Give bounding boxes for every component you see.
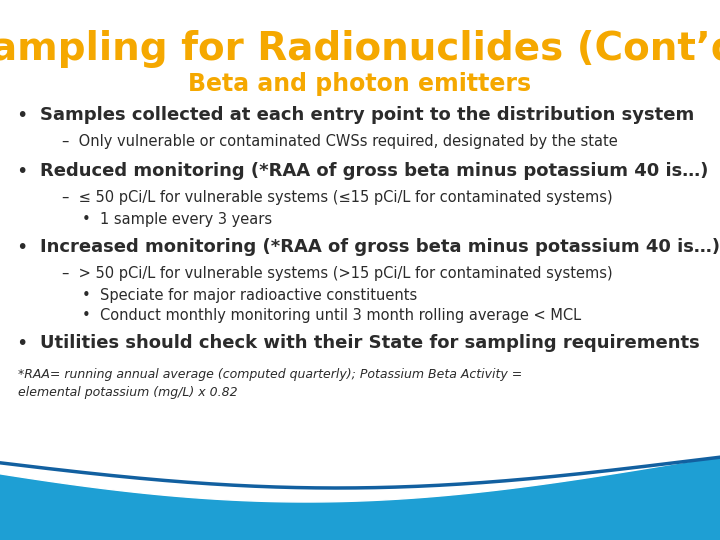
Text: –  ≤ 50 pCi/L for vulnerable systems (≤15 pCi/L for contaminated systems): – ≤ 50 pCi/L for vulnerable systems (≤15… xyxy=(62,190,613,205)
Text: •: • xyxy=(17,106,27,125)
Text: •  Speciate for major radioactive constituents: • Speciate for major radioactive constit… xyxy=(82,288,418,303)
Text: Sampling for Radionuclides (Cont’d): Sampling for Radionuclides (Cont’d) xyxy=(0,30,720,68)
Text: •: • xyxy=(17,162,27,181)
Text: •  1 sample every 3 years: • 1 sample every 3 years xyxy=(82,212,272,227)
Text: *RAA= running annual average (computed quarterly); Potassium Beta Activity =
ele: *RAA= running annual average (computed q… xyxy=(18,368,522,399)
Text: –  Only vulnerable or contaminated CWSs required, designated by the state: – Only vulnerable or contaminated CWSs r… xyxy=(62,134,618,149)
Text: –  > 50 pCi/L for vulnerable systems (>15 pCi/L for contaminated systems): – > 50 pCi/L for vulnerable systems (>15… xyxy=(62,266,613,281)
Text: Samples collected at each entry point to the distribution system: Samples collected at each entry point to… xyxy=(40,106,694,124)
Text: Reduced monitoring (*RAA of gross beta minus potassium 40 is…): Reduced monitoring (*RAA of gross beta m… xyxy=(40,162,708,180)
Text: •: • xyxy=(17,238,27,257)
Text: Increased monitoring (*RAA of gross beta minus potassium 40 is…): Increased monitoring (*RAA of gross beta… xyxy=(40,238,720,256)
Text: •: • xyxy=(17,334,27,353)
Text: Beta and photon emitters: Beta and photon emitters xyxy=(189,72,531,96)
Text: •  Conduct monthly monitoring until 3 month rolling average < MCL: • Conduct monthly monitoring until 3 mon… xyxy=(82,308,581,323)
Text: Utilities should check with their State for sampling requirements: Utilities should check with their State … xyxy=(40,334,700,352)
